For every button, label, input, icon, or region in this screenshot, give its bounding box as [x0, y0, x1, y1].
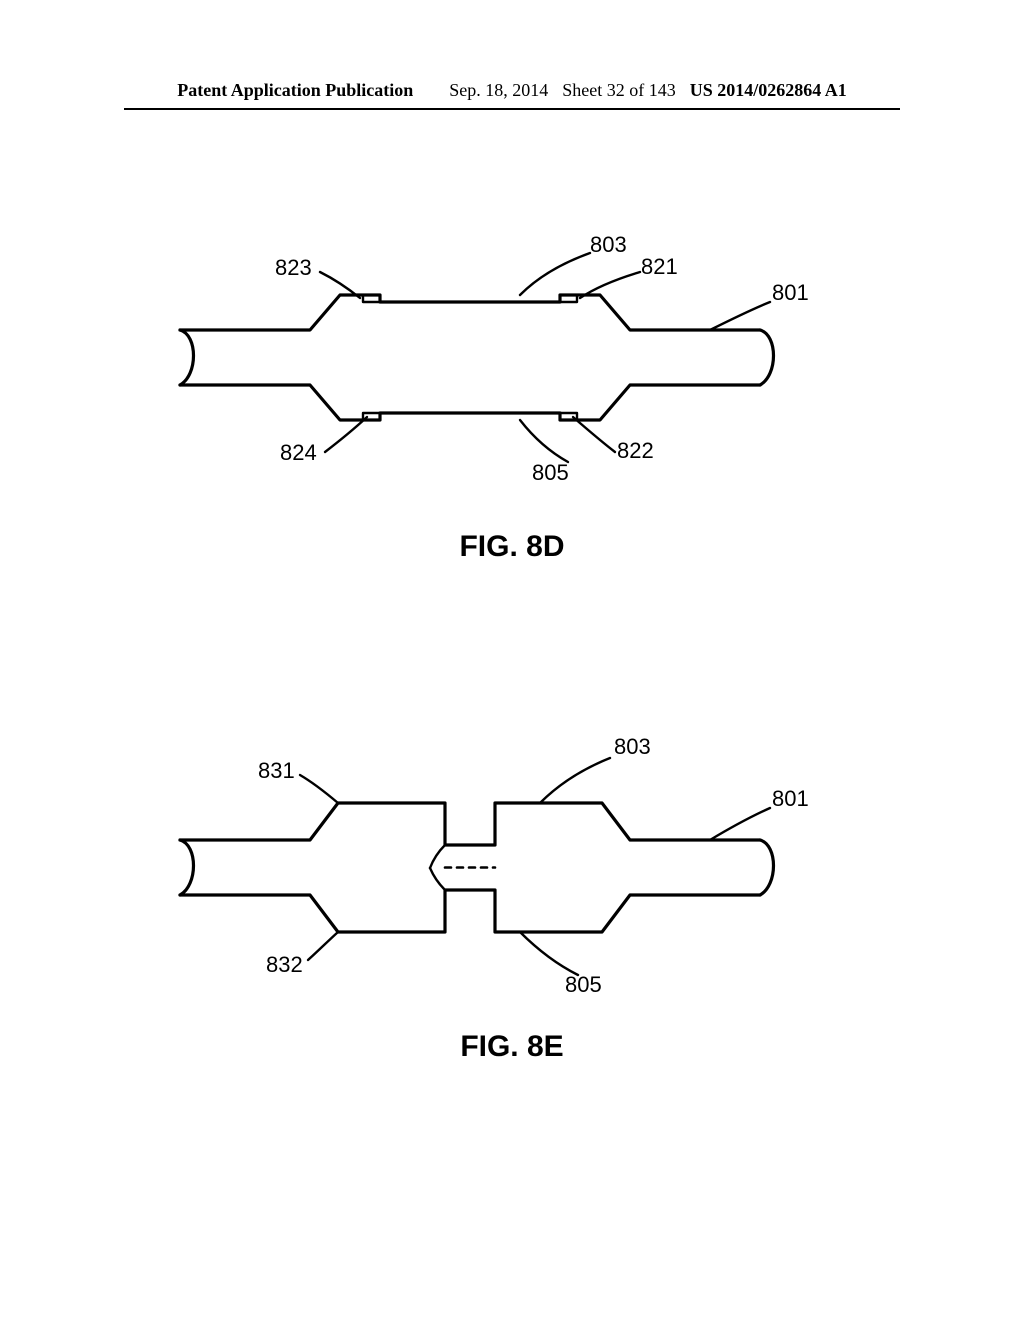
figure-8d-drawing — [120, 220, 900, 540]
ref-823: 823 — [275, 255, 312, 281]
ref-822: 822 — [617, 438, 654, 464]
ref-803: 803 — [590, 232, 627, 258]
figure-8d: 803 821 801 823 822 805 824 — [120, 220, 900, 540]
ref-803-e: 803 — [614, 734, 651, 760]
ref-831: 831 — [258, 758, 295, 784]
ref-805-e: 805 — [565, 972, 602, 998]
ref-832: 832 — [266, 952, 303, 978]
ref-801-e: 801 — [772, 786, 809, 812]
figure-8e-label: FIG. 8E — [412, 1030, 612, 1064]
publication-date: Sep. 18, 2014 — [449, 80, 562, 101]
page-header: Patent Application Publication Sep. 18, … — [0, 80, 1024, 101]
figure-8e-drawing — [120, 720, 900, 1040]
publication-number: US 2014/0262864 A1 — [690, 80, 847, 101]
sheet-number: Sheet 32 of 143 — [562, 80, 689, 101]
publication-type: Patent Application Publication — [177, 80, 449, 101]
figure-8d-label: FIG. 8D — [412, 530, 612, 564]
ref-801: 801 — [772, 280, 809, 306]
header-rule — [124, 108, 900, 110]
figure-8e: 803 801 831 832 805 — [120, 720, 900, 1040]
ref-821: 821 — [641, 254, 678, 280]
ref-824: 824 — [280, 440, 317, 466]
ref-805: 805 — [532, 460, 569, 486]
